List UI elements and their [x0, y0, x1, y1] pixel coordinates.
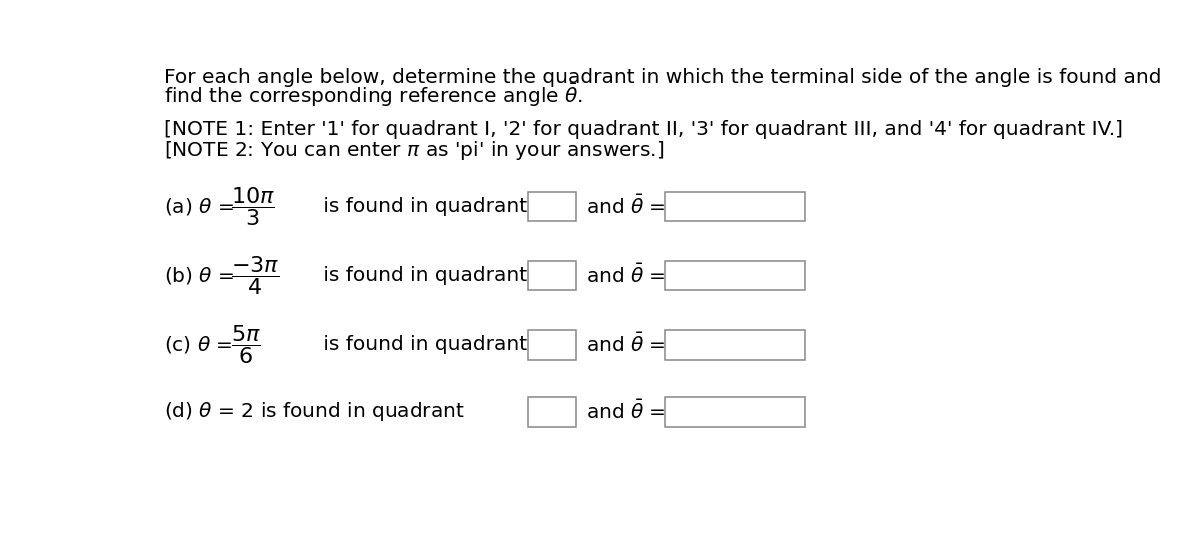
Text: $\dfrac{10\pi}{3}$: $\dfrac{10\pi}{3}$	[232, 185, 275, 228]
Text: For each angle below, determine the quadrant in which the terminal side of the a: For each angle below, determine the quad…	[164, 68, 1162, 87]
FancyBboxPatch shape	[665, 261, 805, 291]
FancyBboxPatch shape	[528, 261, 576, 291]
FancyBboxPatch shape	[665, 330, 805, 360]
Text: find the corresponding reference angle $\bar{\theta}$.: find the corresponding reference angle $…	[164, 81, 583, 108]
Text: and $\bar{\theta}$ =: and $\bar{\theta}$ =	[586, 334, 667, 356]
Text: $\dfrac{-3\pi}{4}$: $\dfrac{-3\pi}{4}$	[232, 254, 280, 297]
Text: (d) $\theta$ = 2 is found in quadrant: (d) $\theta$ = 2 is found in quadrant	[164, 400, 464, 424]
Text: is found in quadrant: is found in quadrant	[317, 197, 527, 216]
Text: is found in quadrant: is found in quadrant	[317, 266, 527, 285]
FancyBboxPatch shape	[528, 192, 576, 221]
FancyBboxPatch shape	[528, 397, 576, 426]
Text: $\dfrac{5\pi}{6}$: $\dfrac{5\pi}{6}$	[232, 323, 262, 367]
Text: is found in quadrant: is found in quadrant	[317, 335, 527, 355]
Text: [NOTE 1: Enter '1' for quadrant I, '2' for quadrant II, '3' for quadrant III, an: [NOTE 1: Enter '1' for quadrant I, '2' f…	[164, 120, 1123, 140]
Text: and $\bar{\theta}$ =: and $\bar{\theta}$ =	[586, 400, 667, 424]
Text: (a) $\theta$ =: (a) $\theta$ =	[164, 196, 236, 217]
Text: [NOTE 2: You can enter $\pi$ as 'pi' in your answers.]: [NOTE 2: You can enter $\pi$ as 'pi' in …	[164, 140, 664, 162]
Text: and $\bar{\theta}$ =: and $\bar{\theta}$ =	[586, 195, 667, 218]
FancyBboxPatch shape	[528, 330, 576, 360]
FancyBboxPatch shape	[665, 397, 805, 426]
FancyBboxPatch shape	[665, 192, 805, 221]
Text: and $\bar{\theta}$ =: and $\bar{\theta}$ =	[586, 264, 667, 287]
Text: (b) $\theta$ =: (b) $\theta$ =	[164, 265, 236, 286]
Text: (c) $\theta$ =: (c) $\theta$ =	[164, 335, 235, 355]
